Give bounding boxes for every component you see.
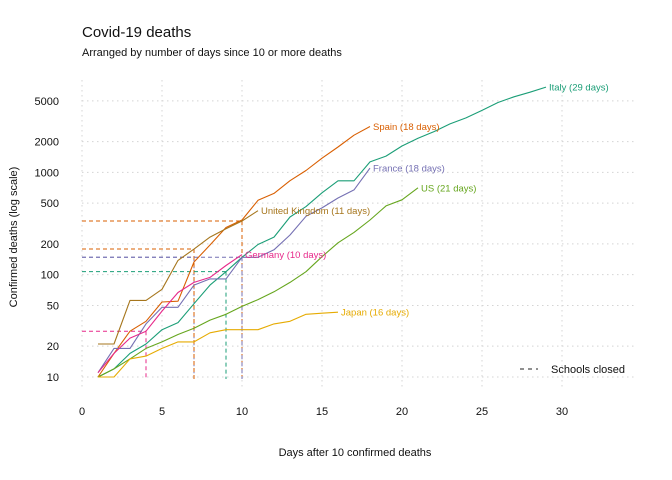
y-tick-label: 50 bbox=[47, 300, 59, 312]
series-label-united-kingdom: United Kingdom (11 days) bbox=[261, 206, 370, 217]
legend: Schools closed bbox=[520, 364, 625, 376]
y-tick-label: 200 bbox=[41, 239, 59, 251]
series-line-germany bbox=[97, 254, 243, 374]
x-tick-label: 25 bbox=[476, 406, 488, 418]
chart-title: Covid-19 deaths bbox=[82, 24, 191, 41]
x-tick-label: 30 bbox=[556, 406, 568, 418]
x-axis-label: Days after 10 confirmed deaths bbox=[279, 447, 432, 459]
x-tick-label: 0 bbox=[79, 406, 85, 418]
y-tick-label: 20 bbox=[47, 341, 59, 353]
y-tick-label: 10 bbox=[47, 372, 59, 384]
y-tick-label: 100 bbox=[41, 270, 59, 282]
series-line-japan bbox=[98, 311, 339, 378]
series-line-united-kingdom bbox=[98, 210, 259, 345]
x-tick-label: 5 bbox=[159, 406, 165, 418]
x-axis-ticks: 0 5 10 15 20 25 30 bbox=[79, 406, 568, 418]
legend-label: Schools closed bbox=[551, 364, 625, 376]
x-tick-label: 20 bbox=[396, 406, 408, 418]
chart-subtitle: Arranged by number of days since 10 or m… bbox=[82, 47, 342, 59]
series-label-italy: Italy (29 days) bbox=[549, 83, 609, 94]
school-closures bbox=[82, 220, 243, 379]
y-tick-label: 2000 bbox=[35, 137, 59, 149]
series-label-spain: Spain (18 days) bbox=[373, 122, 440, 133]
series-label-japan: Japan (16 days) bbox=[341, 308, 409, 319]
y-axis-label: Confirmed deaths (log scale) bbox=[8, 167, 20, 308]
y-axis-ticks: 10 20 50 100 200 500 1000 2000 5000 bbox=[35, 96, 59, 384]
series-label-france: France (18 days) bbox=[373, 164, 445, 175]
series-line-france bbox=[97, 167, 371, 374]
y-tick-label: 1000 bbox=[35, 167, 59, 179]
series-label-germany: Germany (10 days) bbox=[245, 250, 326, 261]
y-tick-label: 500 bbox=[41, 198, 59, 210]
series-line-spain bbox=[97, 126, 371, 378]
series-label-us: US (21 days) bbox=[421, 183, 476, 194]
y-tick-label: 5000 bbox=[35, 96, 59, 108]
series-labels: Italy (29 days) Spain (18 days) France (18… bbox=[245, 83, 609, 319]
series-line-us bbox=[97, 187, 419, 378]
series-line-italy bbox=[97, 86, 547, 378]
x-tick-label: 10 bbox=[236, 406, 248, 418]
grid bbox=[81, 80, 634, 388]
series-lines bbox=[97, 86, 547, 378]
x-tick-label: 15 bbox=[316, 406, 328, 418]
